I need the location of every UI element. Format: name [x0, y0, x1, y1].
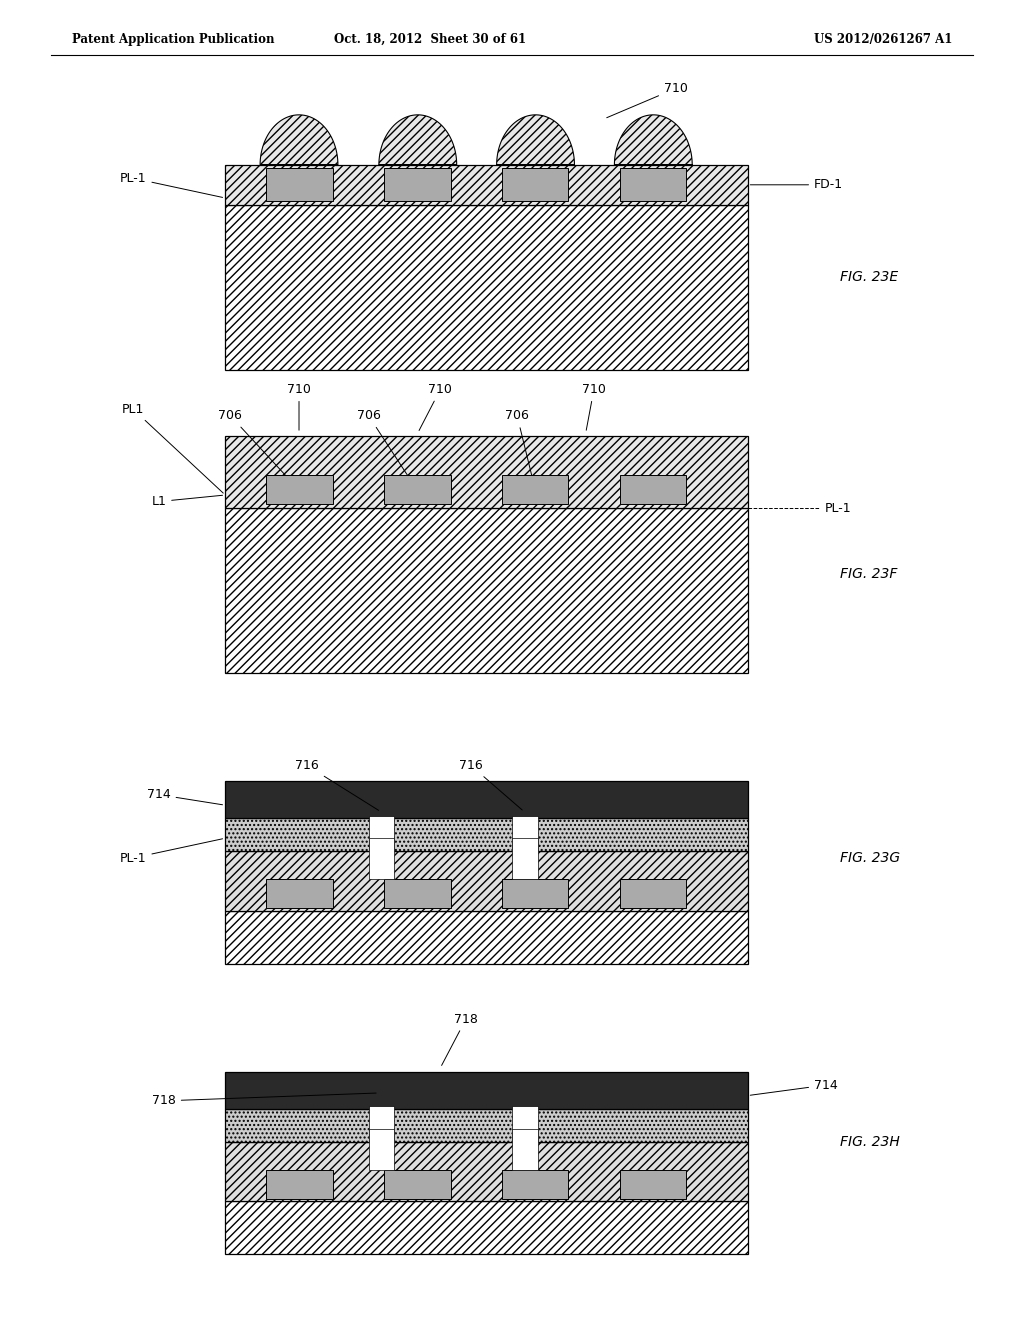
Bar: [512, 838, 538, 879]
Polygon shape: [260, 115, 338, 165]
Bar: [266, 1170, 333, 1199]
Text: 714: 714: [751, 1078, 838, 1096]
Bar: [502, 475, 568, 504]
Bar: [225, 1201, 748, 1254]
Bar: [225, 1109, 748, 1142]
Text: FIG. 23G: FIG. 23G: [840, 851, 900, 865]
Text: US 2012/0261267 A1: US 2012/0261267 A1: [814, 33, 952, 46]
Text: 718: 718: [441, 1012, 478, 1065]
Text: 716: 716: [459, 759, 522, 810]
Text: FD-1: FD-1: [751, 178, 843, 191]
Bar: [512, 816, 538, 851]
Bar: [369, 838, 394, 879]
Bar: [225, 436, 748, 508]
Bar: [620, 168, 686, 201]
Bar: [620, 1170, 686, 1199]
Text: PL-1: PL-1: [120, 838, 222, 865]
Bar: [502, 1170, 568, 1199]
Bar: [512, 1129, 538, 1170]
Text: 710: 710: [582, 383, 606, 430]
Text: PL-1: PL-1: [120, 172, 222, 198]
Text: FIG. 23E: FIG. 23E: [840, 271, 898, 284]
Bar: [384, 475, 451, 504]
Text: 706: 706: [218, 409, 298, 488]
Text: FIG. 23F: FIG. 23F: [840, 568, 897, 581]
Bar: [512, 1106, 538, 1142]
Bar: [369, 1106, 394, 1142]
Bar: [384, 168, 451, 201]
Bar: [225, 205, 748, 370]
Text: 710: 710: [607, 82, 688, 117]
Polygon shape: [497, 115, 574, 165]
Bar: [266, 475, 333, 504]
Text: 716: 716: [295, 759, 379, 810]
Text: FIG. 23H: FIG. 23H: [840, 1135, 899, 1148]
Bar: [225, 1142, 748, 1201]
Text: PL-1: PL-1: [824, 502, 851, 515]
Bar: [266, 168, 333, 201]
Bar: [225, 781, 748, 818]
Bar: [502, 879, 568, 908]
Bar: [225, 818, 748, 851]
Polygon shape: [379, 115, 457, 165]
Bar: [225, 165, 748, 205]
Text: 718: 718: [152, 1093, 376, 1107]
Bar: [384, 1170, 451, 1199]
Bar: [225, 911, 748, 964]
Bar: [225, 508, 748, 673]
Bar: [502, 168, 568, 201]
Text: 706: 706: [505, 409, 535, 488]
Bar: [225, 851, 748, 911]
Bar: [225, 1072, 748, 1109]
Polygon shape: [614, 115, 692, 165]
Text: L1: L1: [152, 495, 222, 508]
Text: Oct. 18, 2012  Sheet 30 of 61: Oct. 18, 2012 Sheet 30 of 61: [334, 33, 526, 46]
Text: Patent Application Publication: Patent Application Publication: [72, 33, 274, 46]
Bar: [384, 879, 451, 908]
Text: 710: 710: [419, 383, 453, 430]
Bar: [369, 1129, 394, 1170]
Text: 706: 706: [356, 409, 417, 488]
Text: PL1: PL1: [122, 403, 223, 494]
Text: 710: 710: [287, 383, 311, 430]
Bar: [266, 879, 333, 908]
Bar: [620, 879, 686, 908]
Bar: [369, 816, 394, 851]
Bar: [620, 475, 686, 504]
Text: 714: 714: [146, 788, 222, 805]
